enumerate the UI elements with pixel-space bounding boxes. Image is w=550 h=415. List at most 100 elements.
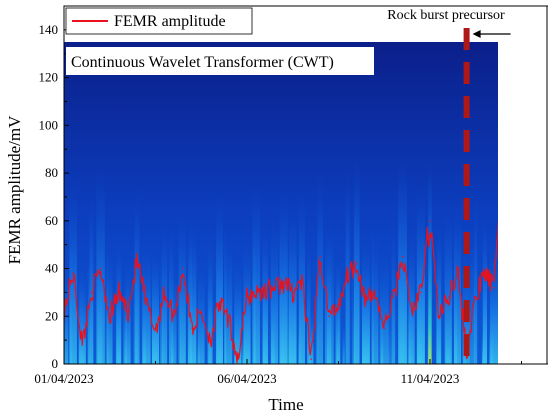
femr-point	[456, 267, 459, 270]
femr-point	[301, 279, 303, 282]
cwt-streak	[134, 182, 140, 364]
cwt-streak	[391, 217, 396, 364]
cwt-streak	[125, 252, 131, 364]
femr-point	[72, 272, 74, 275]
femr-point	[90, 291, 93, 294]
cwt-label: Continuous Wavelet Transformer (CWT)	[71, 54, 334, 71]
cwt-streak	[408, 225, 415, 364]
cwt-streak	[482, 210, 488, 364]
femr-point	[310, 358, 312, 361]
cwt-streak	[416, 184, 425, 364]
femr-point	[118, 291, 120, 294]
cwt-streak	[252, 180, 260, 364]
femr-point	[530, 227, 532, 229]
femr-point	[521, 256, 523, 258]
cwt-streak	[225, 230, 233, 364]
precursor-arrowhead-left	[472, 30, 481, 38]
cwt-streak	[499, 309, 503, 364]
cwt-streak	[379, 242, 389, 364]
cwt-streak	[234, 253, 242, 364]
femr-point	[191, 327, 193, 330]
legend: FEMR amplitude	[65, 7, 253, 35]
cwt-streak	[187, 217, 197, 364]
femr-point	[154, 329, 157, 332]
cwt-streak	[437, 212, 442, 364]
femr-point	[182, 267, 184, 270]
femr-point	[99, 267, 102, 270]
legend-label: FEMR amplitude	[114, 13, 226, 30]
cwt-streak	[69, 175, 77, 364]
cwt-streak	[537, 311, 541, 364]
cwt-streak	[216, 192, 223, 364]
cwt-streak	[345, 163, 350, 364]
femr-point	[429, 220, 431, 222]
femr-point	[136, 258, 138, 260]
cwt-streak	[87, 241, 90, 364]
plot-frame	[63, 5, 550, 365]
femr-point	[127, 310, 129, 313]
femr-point	[512, 268, 514, 270]
y-tick-label: 60	[45, 213, 58, 228]
femr-point	[401, 255, 404, 258]
femr-point	[81, 344, 84, 346]
y-tick-label: 140	[39, 22, 59, 37]
cwt-streak	[470, 218, 475, 364]
cwt-streak	[151, 242, 160, 364]
femr-point	[163, 291, 166, 294]
femr-point	[539, 220, 541, 222]
cwt-streak	[453, 199, 462, 364]
cwt-streak	[162, 216, 168, 364]
y-tick-label: 20	[45, 308, 58, 323]
femr-point	[319, 255, 322, 258]
cwt-streak	[537, 123, 543, 364]
femr-point	[291, 291, 294, 294]
cwt-streak	[288, 204, 297, 364]
cwt-streak	[354, 151, 360, 364]
cwt-streak	[315, 237, 319, 364]
femr-point	[356, 262, 358, 265]
cwt-streak	[180, 207, 186, 364]
femr-point	[493, 286, 495, 289]
femr-point	[328, 315, 331, 318]
cwt-streak	[428, 150, 432, 364]
cwt-streak	[511, 210, 514, 364]
cwt-label-box: Continuous Wavelet Transformer (CWT)	[66, 47, 374, 75]
cwt-streak	[64, 255, 69, 364]
precursor-label: Rock burst precursor	[387, 8, 505, 23]
femr-point	[218, 301, 221, 303]
cwt-streak	[444, 204, 452, 364]
series-layer	[64, 120, 541, 364]
femr-point	[145, 303, 148, 306]
femr-point	[438, 315, 440, 318]
cwt-streak	[518, 168, 525, 364]
cwt-streak	[197, 255, 205, 364]
x-tick-label: 01/04/2023	[34, 371, 93, 386]
cwt-streak	[324, 219, 334, 364]
cwt-streak	[78, 263, 86, 364]
femr-point	[383, 327, 386, 330]
femr-series-line	[64, 219, 498, 364]
femr-point	[484, 272, 486, 275]
femr-point	[502, 120, 504, 122]
cwt-streak	[208, 229, 213, 364]
femr-point	[447, 296, 450, 298]
y-tick-label: 100	[39, 117, 59, 132]
femr-point	[200, 310, 203, 313]
cwt-streak	[388, 286, 392, 364]
cwt-streak	[527, 154, 535, 364]
femr-point	[237, 358, 239, 361]
femr-point	[173, 315, 175, 318]
precursor-markers	[463, 28, 511, 364]
cwt-streak	[517, 254, 520, 364]
femr-point	[246, 296, 248, 298]
cwt-label-background	[66, 47, 374, 75]
femr-point	[337, 303, 340, 306]
cwt-streak	[89, 189, 94, 364]
femr-point	[392, 296, 395, 298]
cwt-streak	[116, 234, 122, 364]
femr-point	[410, 310, 413, 313]
y-tick-label: 120	[39, 70, 59, 85]
cwt-streak	[352, 243, 355, 364]
cwt-streak	[526, 215, 529, 364]
